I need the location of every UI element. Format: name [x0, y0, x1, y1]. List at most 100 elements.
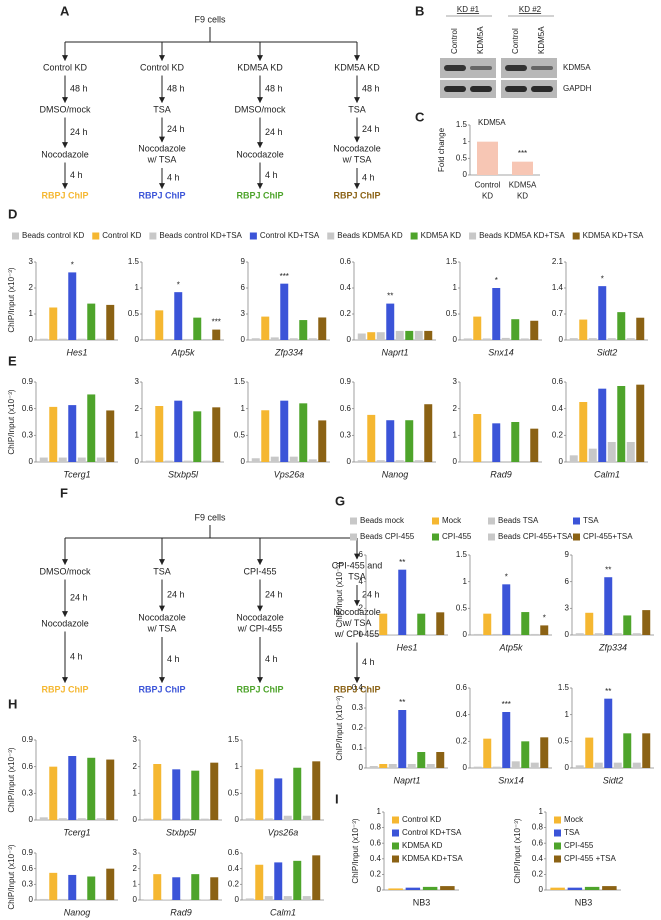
bar [483, 613, 492, 635]
y-tick-label: 0 [133, 815, 138, 824]
bar [261, 410, 270, 462]
y-tick-label: 0.5 [128, 309, 140, 318]
blot-band [470, 66, 492, 70]
y-tick-label: 0.2 [552, 430, 564, 439]
flow-step: TSA [348, 104, 366, 114]
flow-step: DMSO/mock [39, 104, 91, 114]
bar [369, 634, 378, 635]
bar [87, 876, 96, 900]
bar [96, 338, 105, 340]
bar [463, 461, 472, 462]
flow-time: 4 h [70, 170, 83, 180]
flow-step: Control KD [43, 62, 88, 72]
y-tick-label: 1 [565, 710, 570, 719]
flow-step: Nocodazole w/ TSA w/ CPI-455 [333, 607, 381, 639]
y-tick-label: 0.4 [552, 404, 564, 413]
bar [424, 404, 433, 462]
bar [407, 764, 416, 768]
y-tick-label: 1 [463, 137, 468, 146]
y-tick-label: 1 [539, 807, 544, 816]
bar [623, 733, 632, 768]
legend-swatch [488, 517, 495, 525]
y-tick-label: 0.5 [228, 788, 240, 797]
bar [414, 460, 423, 462]
x-tick-label: Nanog [64, 907, 91, 917]
flow-step: Nocodazole w/ TSA [333, 144, 381, 165]
y-tick-label: 1 [453, 430, 458, 439]
blot-band [470, 86, 492, 92]
blot-group: KD #2 [519, 5, 542, 14]
y-tick-label: 0.5 [446, 309, 458, 318]
significance: * [505, 572, 508, 581]
bar [191, 770, 200, 820]
bar [579, 402, 588, 462]
y-tick-label: 0.3 [22, 879, 34, 888]
y-axis-label: ChIP/Input (x10⁻³) [7, 747, 16, 812]
y-tick-label: 0.9 [22, 377, 34, 386]
legend-label: CPI-455+TSA [583, 532, 633, 541]
y-tick-label: 3 [565, 603, 570, 612]
bar [289, 338, 298, 340]
bar [501, 337, 510, 340]
bar [264, 818, 273, 820]
y-tick-label: 2 [29, 283, 34, 292]
bar [68, 272, 77, 340]
blot-lane: Control [511, 28, 520, 54]
legend-label: Beads KDM5A KD [337, 231, 403, 240]
flow-time: 24 h [167, 124, 185, 134]
flow-time: 24 h [167, 590, 185, 600]
bar [422, 886, 438, 890]
flow-step: Nocodazole [41, 618, 89, 628]
flow-time: 48 h [70, 83, 88, 93]
bar [106, 759, 115, 820]
y-tick-label: 0 [565, 630, 570, 639]
bar [183, 338, 192, 340]
bar [414, 330, 423, 340]
bar [426, 764, 435, 768]
bar [632, 762, 641, 768]
y-tick-label: 1.5 [456, 120, 468, 129]
bar [274, 778, 283, 820]
y-tick-label: 0.9 [340, 377, 352, 386]
flow-time: 4 h [167, 173, 180, 183]
flow-time: 24 h [265, 590, 283, 600]
bar [283, 896, 292, 900]
blot-membrane [501, 80, 557, 98]
bar [388, 634, 397, 635]
bar [492, 766, 501, 768]
bar [68, 405, 77, 462]
significance: *** [212, 318, 221, 327]
flow-step: Nocodazole [41, 149, 89, 159]
bar [367, 414, 376, 462]
bar [153, 874, 162, 900]
y-axis-label: ChIP/Input (x10⁻³) [7, 844, 16, 909]
y-tick-label: 0 [347, 457, 352, 466]
y-tick-label: 1.5 [558, 683, 570, 692]
bar [521, 612, 530, 635]
bar [473, 766, 482, 768]
y-tick-label: 0.2 [456, 736, 468, 745]
panel-label: F [60, 485, 68, 500]
flow-step: Nocodazole w/ CPI-455 [236, 613, 284, 634]
y-tick-label: 1 [135, 430, 140, 439]
y-tick-label: 0 [29, 895, 34, 904]
blot-band [531, 86, 553, 92]
y-tick-label: 0 [559, 457, 564, 466]
bar [607, 442, 616, 462]
bar [426, 634, 435, 635]
y-tick-label: 0.2 [352, 723, 364, 732]
bar [512, 161, 533, 175]
bar [636, 384, 645, 462]
bar [318, 317, 327, 340]
bar [174, 400, 183, 462]
y-tick-label: 2 [453, 404, 458, 413]
bar [153, 764, 162, 820]
bar [193, 317, 202, 340]
bar [162, 818, 171, 820]
bar [106, 304, 115, 340]
chip-label: RBPJ ChIP [236, 684, 283, 694]
bar [39, 817, 48, 820]
legend-label: TSA [564, 828, 580, 837]
blot-protein: KDM5A [563, 63, 591, 72]
flow-time: 4 h [362, 657, 375, 667]
